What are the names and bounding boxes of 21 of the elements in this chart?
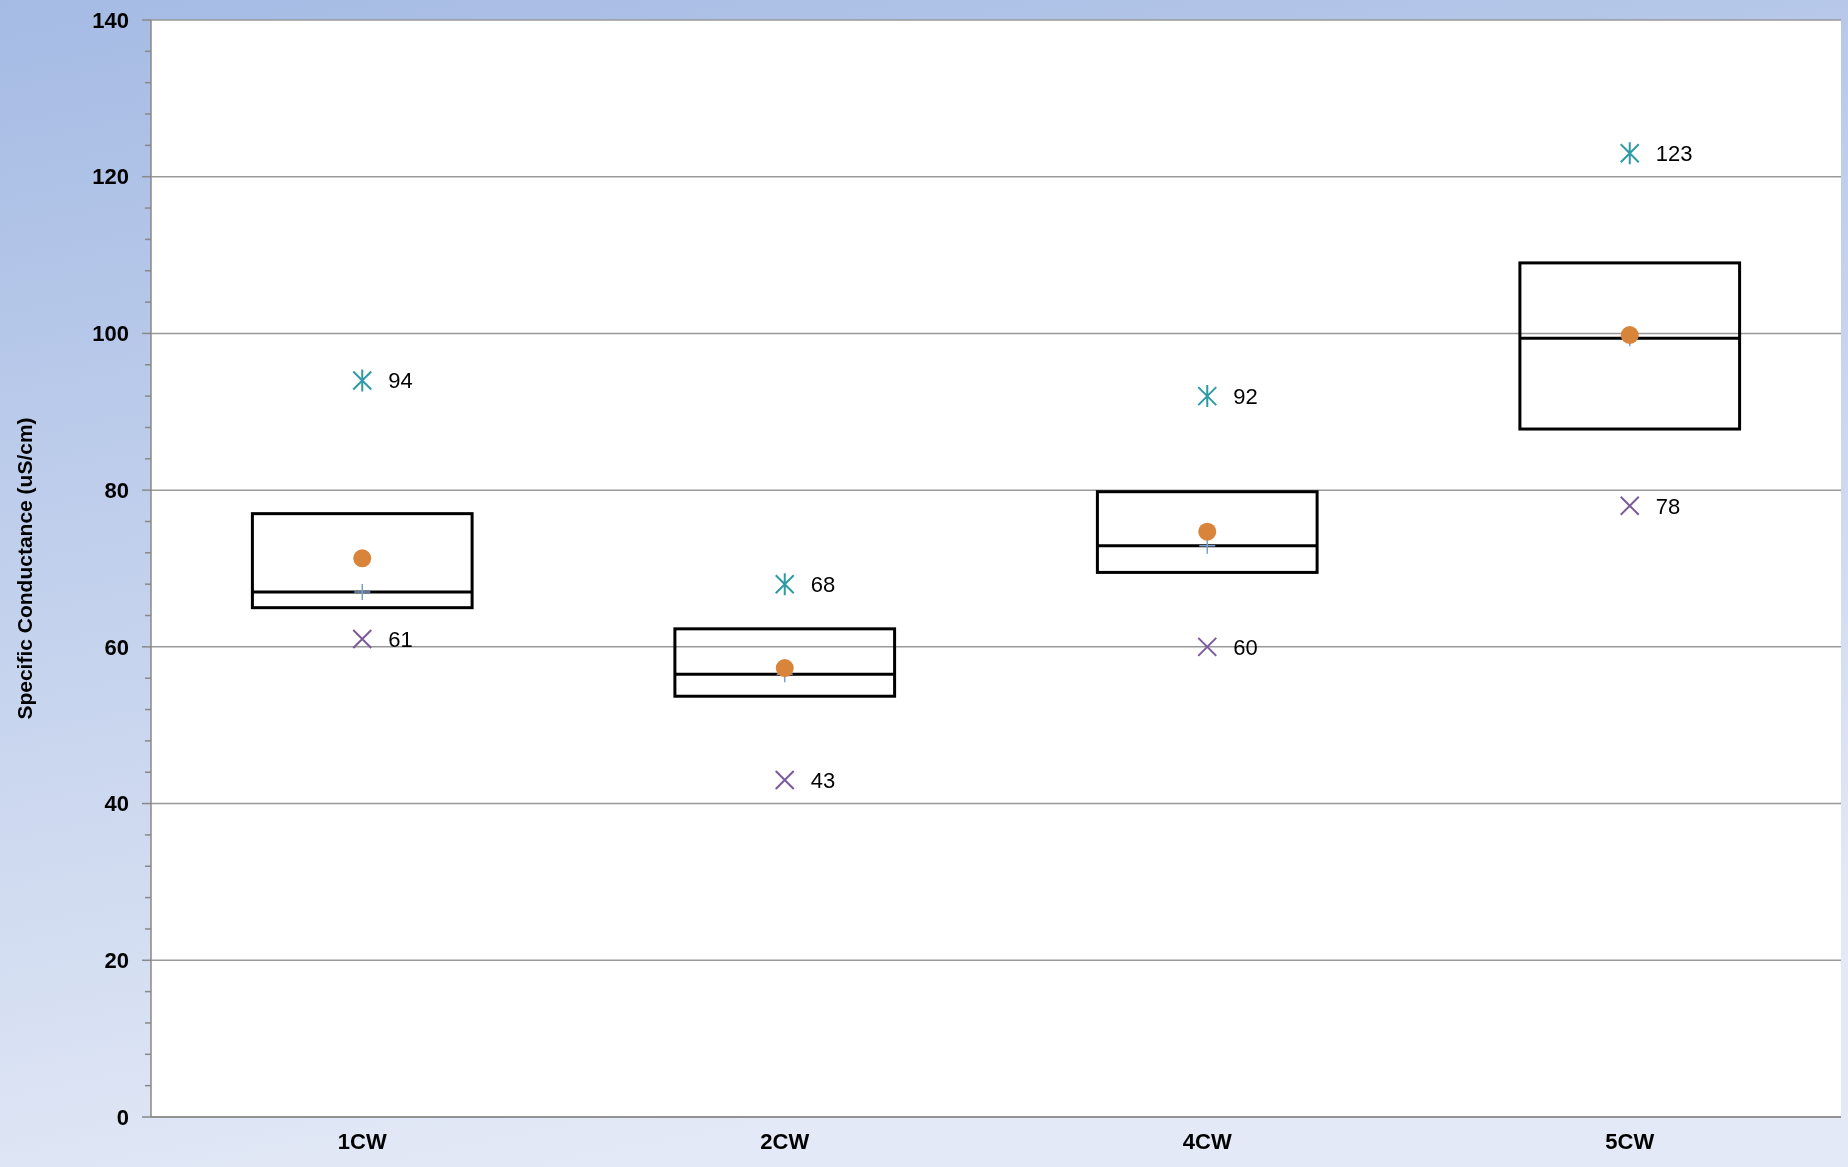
x-tick-label: 1CW — [337, 1129, 387, 1154]
y-tick-label: 140 — [92, 7, 129, 33]
y-tick-label: 40 — [104, 791, 129, 817]
y-tick-label: 0 — [116, 1104, 129, 1130]
y-tick-label: 60 — [104, 634, 129, 660]
data-label: 60 — [1233, 634, 1258, 660]
x-tick-label: 5CW — [1605, 1129, 1655, 1154]
x-tick-label: 4CW — [1182, 1129, 1232, 1154]
data-label: 78 — [1655, 493, 1681, 519]
data-label: 43 — [810, 767, 836, 793]
y-tick-label: 120 — [92, 164, 129, 190]
y-tick-label: 80 — [104, 477, 129, 503]
y-tick-label: 100 — [92, 321, 129, 347]
data-label: 92 — [1233, 383, 1258, 409]
x-tick-label: 2CW — [760, 1129, 810, 1154]
data-label: 94 — [388, 368, 413, 394]
data-label: 61 — [388, 626, 413, 652]
y-tick-label: 20 — [104, 947, 129, 973]
data-label: 68 — [810, 571, 836, 597]
data-label: 123 — [1655, 140, 1693, 166]
y-axis-title: Specific Conductance (uS/cm) — [13, 417, 36, 720]
